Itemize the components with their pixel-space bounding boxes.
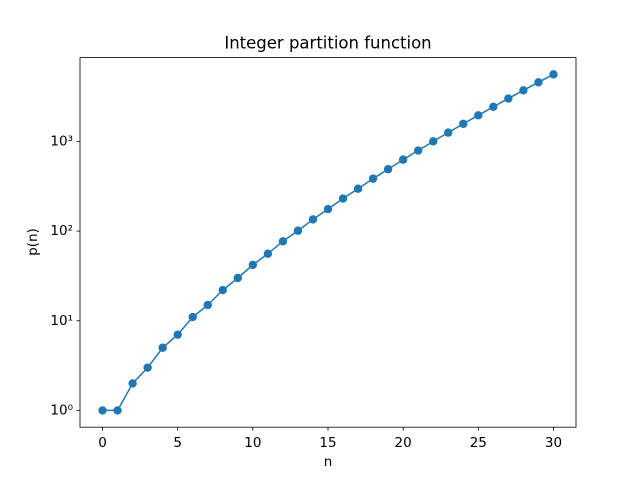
marker [293, 226, 303, 235]
x-tick-label: 10 [244, 435, 261, 451]
x-tick-label: 5 [173, 435, 182, 451]
marker [128, 379, 137, 388]
marker [218, 285, 227, 295]
marker [368, 174, 378, 183]
marker [383, 165, 393, 174]
marker [474, 111, 483, 120]
marker [323, 204, 333, 214]
x-axis-label: n [324, 454, 333, 470]
y-axis-label: p(n) [25, 228, 41, 256]
marker [143, 363, 152, 372]
x-tick-label: 25 [470, 435, 487, 451]
y-tick-label: 10³ [50, 133, 73, 149]
marker [278, 237, 288, 246]
marker [338, 194, 348, 203]
y-tick-label: 10² [50, 223, 73, 239]
marker [429, 137, 438, 146]
marker [413, 146, 423, 155]
plot-frame [79, 57, 577, 428]
marker [233, 273, 243, 283]
marker [504, 94, 513, 103]
y-tick-label: 10¹ [50, 313, 73, 329]
x-tick-label: 30 [545, 435, 562, 451]
marker [308, 215, 318, 224]
marker [534, 78, 543, 87]
marker [188, 312, 197, 322]
marker [459, 119, 468, 128]
x-tick-label: 15 [319, 435, 336, 451]
marker [519, 86, 528, 95]
marker [248, 260, 258, 270]
y-tick-label: 10⁰ [50, 402, 73, 418]
marker [203, 300, 212, 310]
x-tick-label: 0 [98, 435, 107, 451]
chart-title: Integer partition function [224, 34, 431, 53]
marker [158, 343, 167, 352]
x-tick-label: 20 [395, 435, 412, 451]
marker [173, 330, 182, 339]
marker [489, 102, 498, 111]
marker [549, 70, 558, 79]
marker [444, 128, 453, 137]
marker [98, 406, 107, 415]
marker [353, 184, 363, 193]
marker [113, 406, 122, 415]
marker [263, 249, 273, 258]
marker [398, 155, 408, 164]
